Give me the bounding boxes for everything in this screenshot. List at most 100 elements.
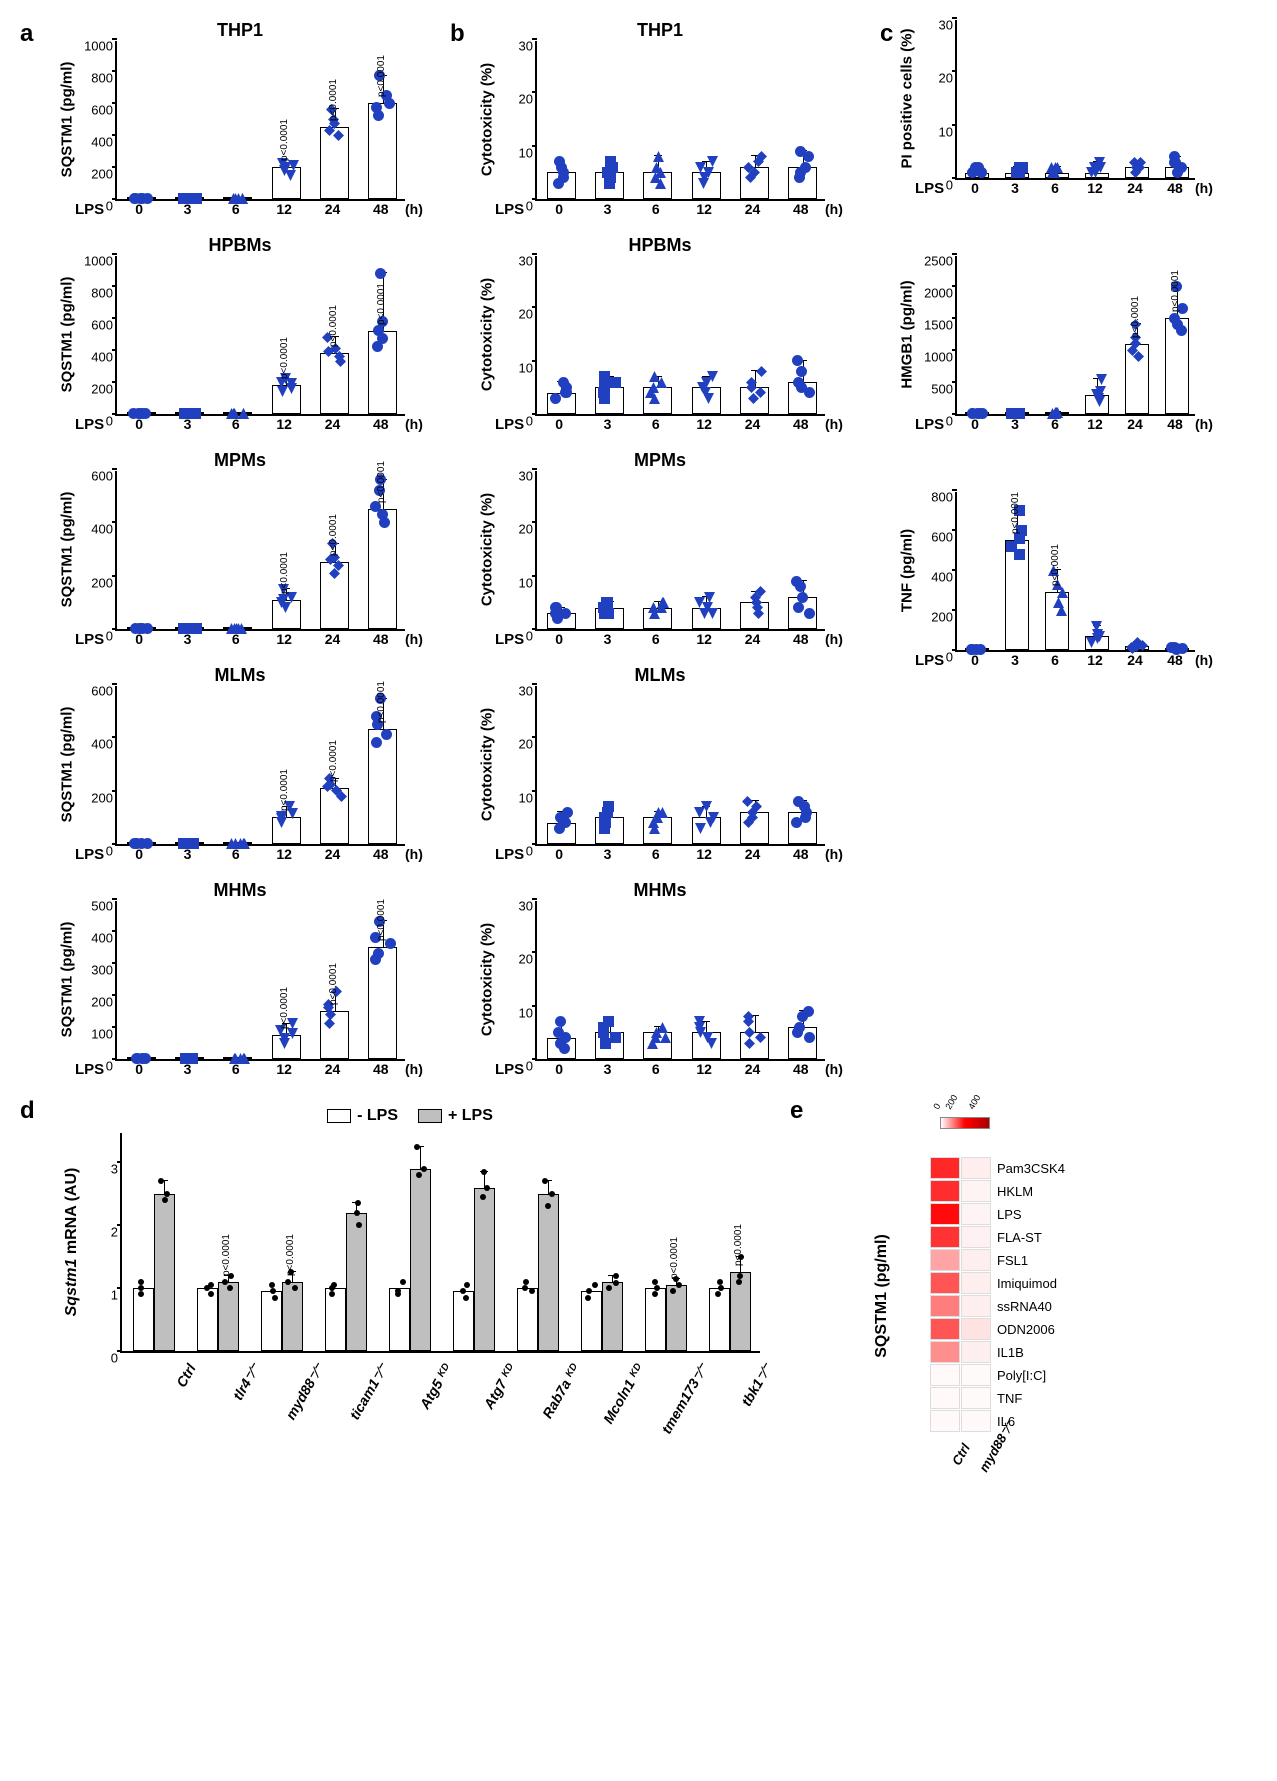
y-tick: 20 — [519, 92, 537, 107]
x-tick: 3 — [163, 846, 211, 862]
x-tick: 24 — [1115, 652, 1155, 668]
data-point — [736, 1279, 742, 1285]
x-axis-prefix: LPS — [495, 846, 524, 863]
data-point — [270, 1288, 276, 1294]
x-tick: 3 — [995, 180, 1035, 196]
y-tick: 30 — [519, 684, 537, 699]
data-point — [1132, 637, 1143, 648]
data-point — [610, 377, 621, 388]
data-point — [613, 1273, 619, 1279]
heatmap-cell — [961, 1249, 991, 1271]
data-point — [1096, 374, 1107, 385]
data-point — [746, 377, 757, 388]
bar-minus — [389, 1288, 410, 1351]
heatmap-cell — [930, 1295, 960, 1317]
x-tick: 24 — [1115, 416, 1155, 432]
p-annotation: p<0.0001 — [376, 899, 387, 941]
heatmap-cell — [930, 1341, 960, 1363]
heatmap-legend: 0200400 — [940, 1117, 990, 1139]
data-point — [523, 1279, 529, 1285]
y-tick: 1000 — [924, 350, 957, 365]
p-annotation: p<0.0001 — [376, 283, 387, 325]
bar-plus — [154, 1194, 175, 1351]
y-tick: 30 — [519, 254, 537, 269]
chart-TNF (pg/ml): 0200400600800p<0.0001p<0.0001TNF (pg/ml)… — [895, 492, 1215, 668]
x-axis-unit: (h) — [825, 416, 843, 432]
y-tick: 0 — [111, 1351, 122, 1366]
x-tick: 3 — [163, 201, 211, 217]
x-axis-unit: (h) — [825, 846, 843, 862]
data-point — [331, 1282, 337, 1288]
x-axis-prefix: LPS — [495, 631, 524, 648]
y-tick: 3 — [111, 1162, 122, 1177]
y-tick: 400 — [91, 522, 117, 537]
data-point — [324, 1018, 335, 1029]
x-axis-prefix: LPS — [75, 1061, 104, 1078]
x-axis-prefix: LPS — [75, 846, 104, 863]
heatmap-row-label: HKLM — [997, 1180, 1065, 1203]
x-tick: 6 — [632, 846, 680, 862]
x-tick: 3 — [583, 846, 631, 862]
plot-area: 0102030 — [535, 256, 825, 416]
x-tick: 48 — [1155, 652, 1195, 668]
y-tick: 10 — [519, 360, 537, 375]
x-axis-unit: (h) — [825, 1061, 843, 1077]
x-tick: 12 — [1075, 652, 1115, 668]
heatmap-row-label: ODN2006 — [997, 1318, 1065, 1341]
x-tick: 6 — [632, 1061, 680, 1077]
y-tick: 200 — [91, 575, 117, 590]
y-axis-label: Cytotoxicity (%) — [479, 900, 496, 1060]
data-point — [707, 156, 718, 167]
data-point — [610, 1032, 621, 1043]
y-tick: 30 — [939, 18, 957, 33]
data-point — [755, 586, 766, 597]
y-tick: 400 — [91, 135, 117, 150]
y-tick: 10 — [519, 145, 537, 160]
x-tick: 24 — [728, 1061, 776, 1077]
data-point — [657, 807, 668, 818]
panel-d-ylabel: Sqstm1 mRNA (AU) — [63, 1132, 81, 1352]
x-axis-unit: (h) — [405, 201, 423, 217]
bar-minus — [197, 1288, 218, 1351]
panel-e-ylabel: SQSTM1 (pg/ml) — [873, 1234, 891, 1358]
plot-area: 0200400600800p<0.0001p<0.0001 — [955, 492, 1195, 652]
data-point — [743, 1011, 754, 1022]
data-point — [793, 602, 804, 613]
y-axis-label: HMGB1 (pg/ml) — [899, 255, 916, 415]
heatmap-cell — [961, 1203, 991, 1225]
chart-MPMs: MPMs0102030Cytotoxicity (%)LPS036122448(… — [475, 450, 845, 647]
y-axis-label: PI positive cells (%) — [899, 19, 916, 179]
x-axis-unit: (h) — [405, 846, 423, 862]
x-axis-unit: (h) — [405, 631, 423, 647]
y-axis-label: SQSTM1 (pg/ml) — [59, 685, 76, 845]
data-point — [804, 1032, 815, 1043]
bar-minus — [325, 1288, 346, 1351]
data-point — [529, 1288, 535, 1294]
y-tick: 400 — [91, 931, 117, 946]
heatmap-cell — [930, 1364, 960, 1386]
x-tick: 12 — [680, 631, 728, 647]
data-point — [1166, 642, 1177, 653]
chart-MHMs: MHMs0102030Cytotoxicity (%)LPS036122448(… — [475, 880, 845, 1077]
bar-minus — [709, 1288, 730, 1351]
y-tick: 10 — [519, 790, 537, 805]
data-point — [605, 156, 616, 167]
x-tick: 24 — [308, 846, 356, 862]
data-point — [1169, 313, 1180, 324]
heatmap-cell — [930, 1272, 960, 1294]
x-axis-unit: (h) — [1195, 416, 1213, 432]
p-annotation: p<0.0001 — [1010, 492, 1021, 534]
heatmap-row-label: TNF — [997, 1387, 1065, 1410]
data-point — [227, 1285, 233, 1291]
x-tick: 0 — [955, 652, 995, 668]
x-tick: 48 — [357, 631, 405, 647]
bar-plus — [602, 1282, 623, 1351]
chart-MHMs: MHMs0100200300400500p<0.0001p<0.0001p<0.… — [55, 880, 425, 1077]
data-point — [553, 1027, 564, 1038]
data-point — [797, 592, 808, 603]
data-point — [792, 355, 803, 366]
x-tick: 48 — [357, 1061, 405, 1077]
legend-item: + LPS — [418, 1107, 493, 1125]
bar-plus — [282, 1282, 303, 1351]
x-tick: 48 — [1155, 416, 1195, 432]
